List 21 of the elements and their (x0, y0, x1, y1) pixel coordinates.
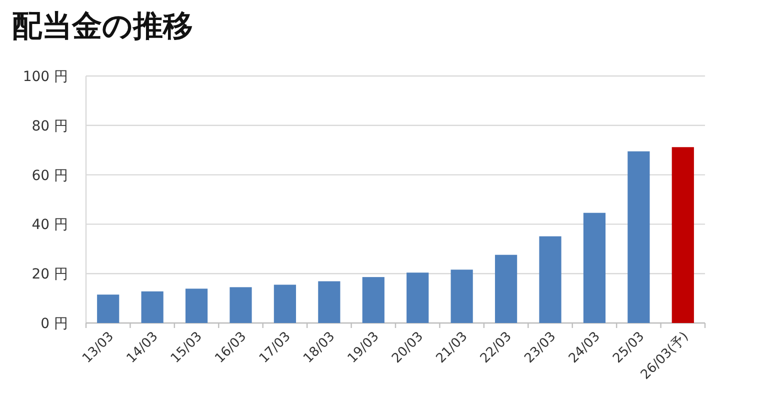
y-tick-label: 80 円 (32, 118, 68, 134)
bar (450, 270, 473, 323)
bar (185, 288, 208, 323)
y-tick-label: 60 円 (32, 168, 68, 184)
bar (230, 287, 252, 323)
y-tick-label: 100 円 (22, 69, 68, 85)
bar (141, 291, 164, 323)
bar (628, 151, 650, 323)
bar (362, 277, 384, 323)
bar (318, 281, 340, 323)
bar (672, 147, 694, 323)
bar (406, 272, 429, 323)
chart-title: 配当金の推移 (12, 9, 193, 44)
y-tick-label: 20 円 (32, 266, 68, 283)
bar (583, 212, 606, 323)
bar (97, 294, 120, 323)
bar (494, 254, 518, 323)
bar (274, 284, 296, 323)
y-tick-label: 40 円 (32, 217, 68, 234)
y-tick-label: 0 円 (40, 316, 68, 332)
bar (539, 236, 562, 323)
